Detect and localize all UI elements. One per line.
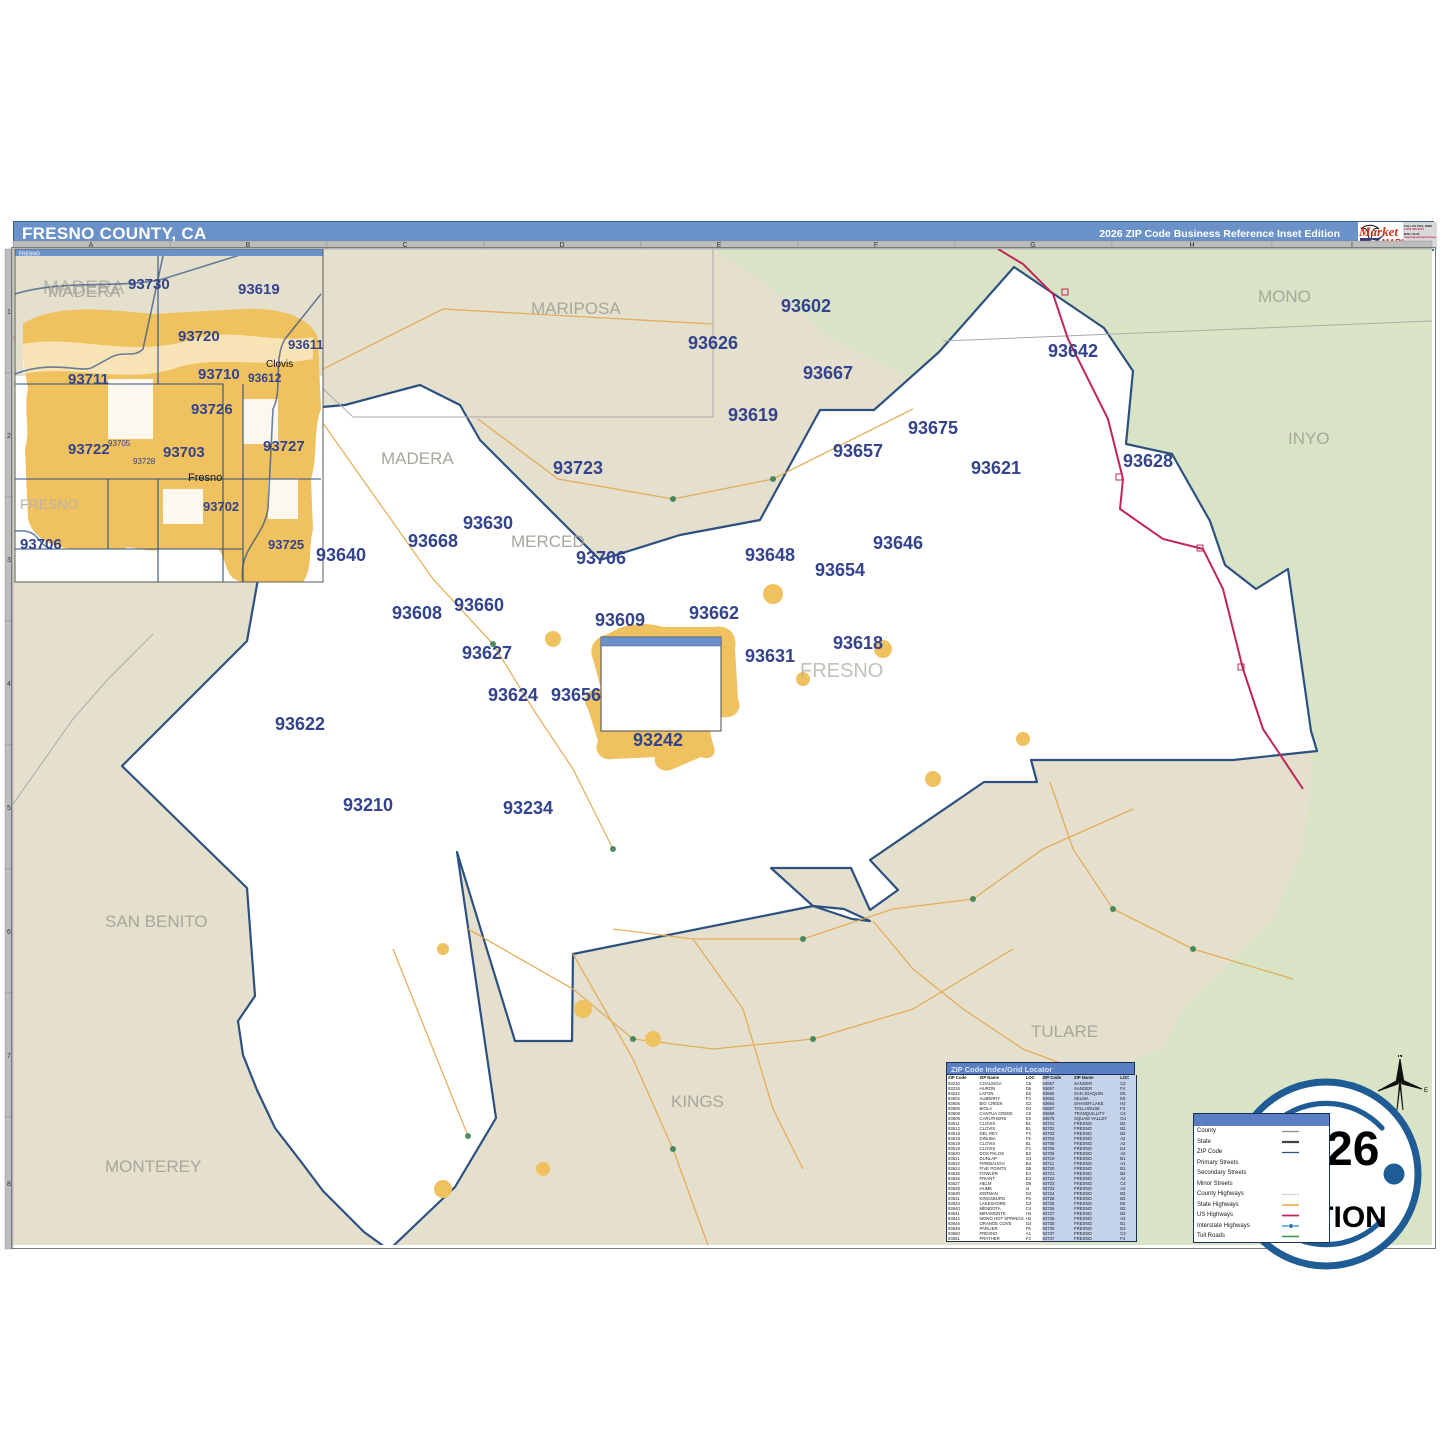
svg-text:Fresno: Fresno <box>188 472 222 484</box>
svg-text:93624: 93624 <box>488 685 538 705</box>
svg-text:93722: 93722 <box>68 441 110 458</box>
svg-text:93627: 93627 <box>462 643 512 663</box>
svg-text:93611: 93611 <box>288 337 323 352</box>
svg-text:MERCED: MERCED <box>511 532 585 551</box>
svg-text:4: 4 <box>7 681 11 688</box>
svg-text:FRESNO: FRESNO <box>800 660 883 682</box>
svg-text:8: 8 <box>7 1181 11 1188</box>
svg-text:93667: 93667 <box>803 363 853 383</box>
svg-text:93608: 93608 <box>392 603 442 623</box>
svg-text:93728: 93728 <box>133 457 156 466</box>
svg-text:93621: 93621 <box>971 458 1021 478</box>
svg-text:93668: 93668 <box>408 531 458 551</box>
svg-text:93657: 93657 <box>833 441 883 461</box>
svg-text:SAN BENITO: SAN BENITO <box>105 912 208 931</box>
svg-text:MONO: MONO <box>1258 287 1311 306</box>
svg-text:93711: 93711 <box>68 371 109 388</box>
svg-text:93727: 93727 <box>263 438 305 455</box>
svg-text:93702: 93702 <box>203 499 239 514</box>
svg-text:93640: 93640 <box>316 545 366 565</box>
svg-text:E: E <box>1424 1088 1428 1094</box>
svg-text:93730: 93730 <box>128 276 170 293</box>
svg-text:93725: 93725 <box>268 537 304 552</box>
svg-text:93648: 93648 <box>745 545 795 565</box>
svg-text:MARIPOSA: MARIPOSA <box>531 299 621 318</box>
svg-text:93703: 93703 <box>163 444 205 461</box>
svg-text:93720: 93720 <box>178 328 220 345</box>
svg-text:2: 2 <box>7 433 11 440</box>
svg-text:93706: 93706 <box>20 536 62 553</box>
svg-text:93631: 93631 <box>745 646 795 666</box>
svg-text:93706: 93706 <box>576 548 626 568</box>
svg-text:5: 5 <box>7 805 11 812</box>
svg-text:93612: 93612 <box>248 371 282 385</box>
svg-text:TULARE: TULARE <box>1031 1022 1098 1041</box>
svg-text:93622: 93622 <box>275 714 325 734</box>
svg-text:INYO: INYO <box>1288 429 1330 448</box>
svg-text:3: 3 <box>7 557 11 564</box>
svg-text:N: N <box>1397 1055 1402 1059</box>
svg-text:93656: 93656 <box>551 685 601 705</box>
svg-text:93628: 93628 <box>1123 451 1173 471</box>
svg-text:93609: 93609 <box>595 610 645 630</box>
svg-text:Clovis: Clovis <box>266 359 293 370</box>
svg-text:93630: 93630 <box>463 513 513 533</box>
svg-text:93242: 93242 <box>633 730 683 750</box>
svg-text:93675: 93675 <box>908 418 958 438</box>
svg-text:93726: 93726 <box>191 401 233 418</box>
svg-text:93210: 93210 <box>343 795 393 815</box>
svg-text:93660: 93660 <box>454 595 504 615</box>
svg-text:93654: 93654 <box>815 560 865 580</box>
svg-text:FRESNO: FRESNO <box>20 496 78 512</box>
svg-text:D123456: D123456 <box>1404 241 1423 246</box>
svg-text:93619: 93619 <box>238 281 280 298</box>
svg-text:KINGS: KINGS <box>671 1092 724 1111</box>
svg-text:1: 1 <box>7 309 11 316</box>
svg-text:MADERA: MADERA <box>48 282 121 301</box>
svg-text:93234: 93234 <box>503 798 553 818</box>
svg-text:MONTEREY: MONTEREY <box>105 1157 201 1176</box>
svg-text:93723: 93723 <box>553 458 603 478</box>
svg-text:93619: 93619 <box>728 405 778 425</box>
svg-text:93646: 93646 <box>873 533 923 553</box>
svg-text:93602: 93602 <box>781 296 831 316</box>
svg-text:6: 6 <box>7 929 11 936</box>
svg-text:1-800-660-9073: 1-800-660-9073 <box>1404 227 1424 231</box>
svg-text:93662: 93662 <box>689 603 739 623</box>
svg-text:mapsales@marketmaps.com: mapsales@marketmaps.com <box>1404 235 1437 239</box>
svg-text:93642: 93642 <box>1048 341 1098 361</box>
svg-text:93618: 93618 <box>833 633 883 653</box>
svg-text:7: 7 <box>7 1053 11 1060</box>
svg-text:93705: 93705 <box>108 439 131 448</box>
svg-text:93626: 93626 <box>688 333 738 353</box>
svg-text:MADERA: MADERA <box>381 449 454 468</box>
svg-text:93710: 93710 <box>198 366 240 383</box>
